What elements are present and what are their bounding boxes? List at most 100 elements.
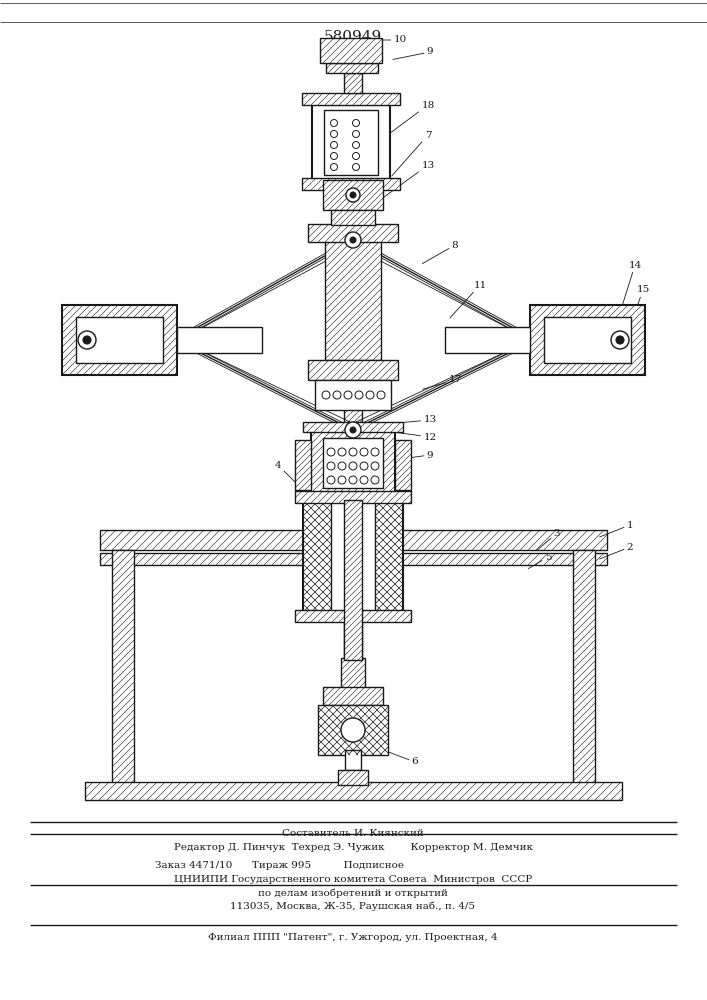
Bar	[303, 492, 403, 502]
Bar	[326, 63, 378, 73]
Bar	[325, 240, 381, 360]
Text: 13: 13	[382, 160, 435, 198]
Text: 2: 2	[600, 542, 633, 559]
Bar	[311, 430, 395, 495]
Bar	[323, 687, 383, 705]
Circle shape	[338, 476, 346, 484]
Circle shape	[616, 336, 624, 344]
Text: 12: 12	[396, 432, 437, 442]
Bar	[112, 550, 134, 785]
Bar	[320, 38, 382, 63]
Bar	[303, 500, 403, 620]
Circle shape	[377, 391, 385, 399]
Polygon shape	[174, 238, 354, 342]
Circle shape	[360, 476, 368, 484]
Circle shape	[338, 448, 346, 456]
Text: 15: 15	[626, 286, 650, 337]
Text: Составитель И. Киянский: Составитель И. Киянский	[282, 828, 424, 838]
Text: по делам изобретений и открытий: по делам изобретений и открытий	[258, 888, 448, 898]
Circle shape	[346, 188, 360, 202]
Circle shape	[83, 336, 91, 344]
Circle shape	[338, 462, 346, 470]
Text: 1: 1	[600, 520, 633, 537]
Bar	[312, 105, 390, 180]
Circle shape	[327, 448, 335, 456]
Text: Редактор Д. Пинчук  Техред Э. Чужик        Корректор М. Демчик: Редактор Д. Пинчук Техред Э. Чужик Корре…	[173, 842, 532, 852]
Circle shape	[353, 141, 359, 148]
Bar	[295, 440, 311, 490]
Circle shape	[349, 476, 357, 484]
Circle shape	[330, 163, 337, 170]
Text: ЦНИИПИ Государственного комитета Совета  Министров  СССР: ЦНИИПИ Государственного комитета Совета …	[174, 876, 532, 884]
Bar	[323, 180, 383, 210]
Circle shape	[353, 119, 359, 126]
Circle shape	[353, 163, 359, 170]
Circle shape	[330, 152, 337, 159]
Bar	[308, 360, 398, 380]
Circle shape	[345, 232, 361, 248]
Text: 16: 16	[602, 310, 645, 355]
Bar	[345, 750, 361, 770]
Circle shape	[327, 462, 335, 470]
Bar	[302, 93, 400, 105]
Circle shape	[345, 422, 361, 438]
Bar	[318, 705, 388, 755]
Bar	[338, 770, 368, 785]
Circle shape	[330, 130, 337, 137]
Circle shape	[371, 462, 379, 470]
Circle shape	[366, 391, 374, 399]
Text: 10: 10	[356, 35, 407, 44]
Circle shape	[353, 152, 359, 159]
Bar	[395, 440, 411, 490]
Circle shape	[322, 391, 330, 399]
Text: Заказ 4471/10      Тираж 995          Подписное: Заказ 4471/10 Тираж 995 Подписное	[155, 860, 404, 869]
Bar	[341, 658, 365, 690]
Bar	[530, 305, 645, 375]
Bar	[331, 500, 375, 620]
Bar	[323, 438, 383, 488]
Circle shape	[355, 391, 363, 399]
Circle shape	[350, 427, 356, 433]
Text: 18: 18	[380, 101, 435, 140]
Circle shape	[330, 119, 337, 126]
Bar	[76, 317, 163, 363]
Circle shape	[371, 476, 379, 484]
Bar	[302, 178, 400, 190]
Text: 11: 11	[450, 280, 486, 318]
Text: 9: 9	[396, 450, 433, 460]
Polygon shape	[352, 338, 536, 432]
Bar	[295, 610, 411, 622]
Text: 17: 17	[423, 375, 462, 389]
Text: 5: 5	[528, 552, 551, 569]
Text: 6: 6	[385, 751, 419, 766]
Bar	[344, 180, 362, 660]
Bar	[100, 553, 607, 565]
Text: 8: 8	[422, 240, 458, 264]
Text: 7: 7	[392, 130, 431, 176]
Circle shape	[349, 462, 357, 470]
Text: 14: 14	[614, 260, 642, 332]
Circle shape	[350, 237, 356, 243]
Circle shape	[353, 130, 359, 137]
Circle shape	[360, 462, 368, 470]
Circle shape	[327, 476, 335, 484]
Bar	[544, 317, 631, 363]
Bar	[573, 550, 595, 785]
Bar	[295, 491, 411, 503]
Bar	[62, 305, 177, 375]
Text: 113035, Москва, Ж-35, Раушская наб., п. 4/5: 113035, Москва, Ж-35, Раушская наб., п. …	[230, 901, 476, 911]
Polygon shape	[352, 238, 536, 342]
Circle shape	[344, 391, 352, 399]
Bar	[85, 782, 622, 800]
Bar	[331, 210, 375, 225]
Text: 580949: 580949	[324, 30, 382, 44]
Circle shape	[341, 718, 365, 742]
Circle shape	[350, 192, 356, 198]
Polygon shape	[174, 338, 354, 432]
Circle shape	[360, 448, 368, 456]
Bar	[308, 224, 398, 242]
Bar	[177, 327, 262, 353]
Bar	[303, 422, 403, 432]
Circle shape	[349, 448, 357, 456]
Bar	[324, 110, 378, 175]
